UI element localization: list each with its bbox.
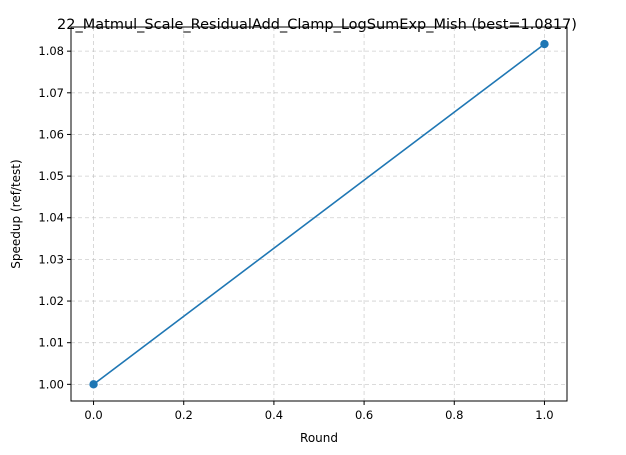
x-tick-label-5: 1.0 [535,408,553,422]
grid [71,27,567,401]
x-tick-label-1: 0.2 [175,408,193,422]
y-tick-label-5: 1.05 [38,169,64,183]
y-tick-label-3: 1.03 [38,252,64,266]
y-tick-label-4: 1.04 [38,211,64,225]
series-layer [89,39,549,389]
x-axis-label: Round [300,431,338,445]
series-line-0 [93,43,545,385]
y-tick-label-0: 1.00 [38,377,64,391]
y-tick-label-2: 1.02 [38,294,64,308]
x-tick-label-3: 0.6 [355,408,373,422]
data-point-0-1 [540,39,549,49]
y-tick-label-7: 1.07 [38,86,64,100]
y-tick-label-8: 1.08 [38,44,64,58]
chart-title: 22_Matmul_Scale_ResidualAdd_Clamp_LogSum… [57,17,577,33]
x-tick-label-0: 0.0 [84,408,102,422]
plot-frame [70,26,568,402]
x-tick-label-4: 0.8 [445,408,463,422]
y-tick-label-6: 1.06 [38,127,64,141]
x-tick-label-2: 0.4 [265,408,283,422]
y-tick-label-1: 1.01 [38,336,64,350]
data-point-0-0 [89,380,98,389]
y-axis: 1.00 1.01 1.02 1.03 1.04 1.05 1.06 1.07 1.08 [38,44,71,391]
y-axis-label: Speedup (ref/test) [9,159,23,268]
x-axis: 0.0 0.2 0.4 0.6 0.8 1.0 [84,401,554,422]
